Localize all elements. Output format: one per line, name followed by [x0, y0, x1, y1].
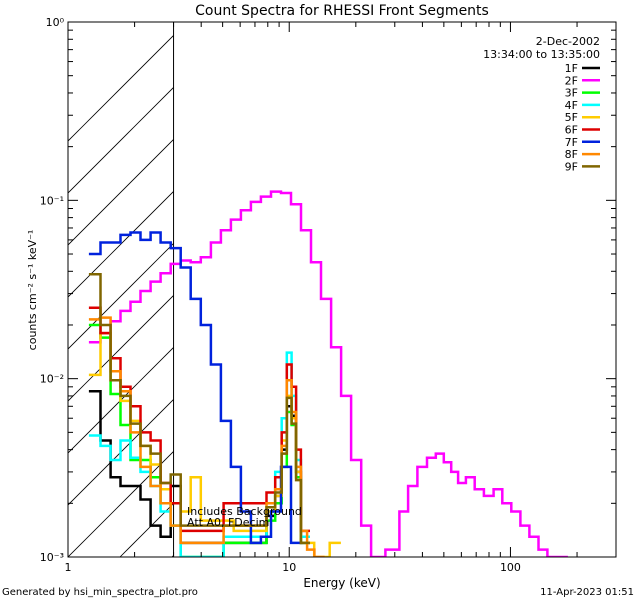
x-tick-label: 100	[500, 561, 521, 574]
footer-generated-by: Generated by hsi_min_spectra_plot.pro	[2, 587, 198, 598]
chart-title: Count Spectra for RHESSI Front Segments	[195, 3, 489, 19]
y-axis-label: counts cm⁻² s⁻¹ keV⁻¹	[26, 230, 39, 351]
annotation-background: Includes Background	[187, 505, 302, 518]
series-line-8f	[88, 316, 325, 557]
x-axis-label: Energy (keV)	[303, 576, 380, 590]
x-axis: 1 10 100	[65, 22, 617, 574]
x-tick-label: 1	[65, 561, 72, 574]
legend-label-8f: 8F	[565, 148, 578, 161]
series-line-9f	[88, 273, 310, 545]
y-tick-label: 10⁻³	[40, 551, 64, 564]
x-tick-label: 10	[282, 561, 296, 574]
legend-label-7f: 7F	[565, 136, 578, 149]
y-tick-label: 10⁻²	[40, 373, 64, 386]
legend-label-2f: 2F	[565, 74, 578, 87]
plot-frame	[67, 21, 617, 558]
series-line-7f	[88, 231, 303, 545]
legend-label-6f: 6F	[565, 124, 578, 137]
series-line-6f	[88, 306, 310, 533]
legend-label-5f: 5F	[565, 111, 578, 124]
series-line-2f	[88, 190, 568, 557]
plot-date: 2-Dec-2002	[536, 35, 600, 48]
excluded-energy-hatch	[68, 34, 174, 557]
y-axis: 10⁰ 10⁻¹ 10⁻² 10⁻³	[40, 16, 616, 564]
y-tick-label: 10⁰	[46, 16, 65, 29]
footer-timestamp: 11-Apr-2023 01:51	[540, 587, 634, 598]
legend-label-4f: 4F	[565, 99, 578, 112]
series-lines	[88, 190, 568, 557]
y-tick-label: 10⁻¹	[40, 194, 64, 207]
plot-time-range: 13:34:00 to 13:35:00	[483, 48, 600, 61]
legend-label-3f: 3F	[565, 87, 578, 100]
legend-label-9f: 9F	[565, 160, 578, 173]
annotation-attenuator: Att A0, FDecim	[187, 516, 269, 529]
legend-label-1f: 1F	[565, 62, 578, 75]
